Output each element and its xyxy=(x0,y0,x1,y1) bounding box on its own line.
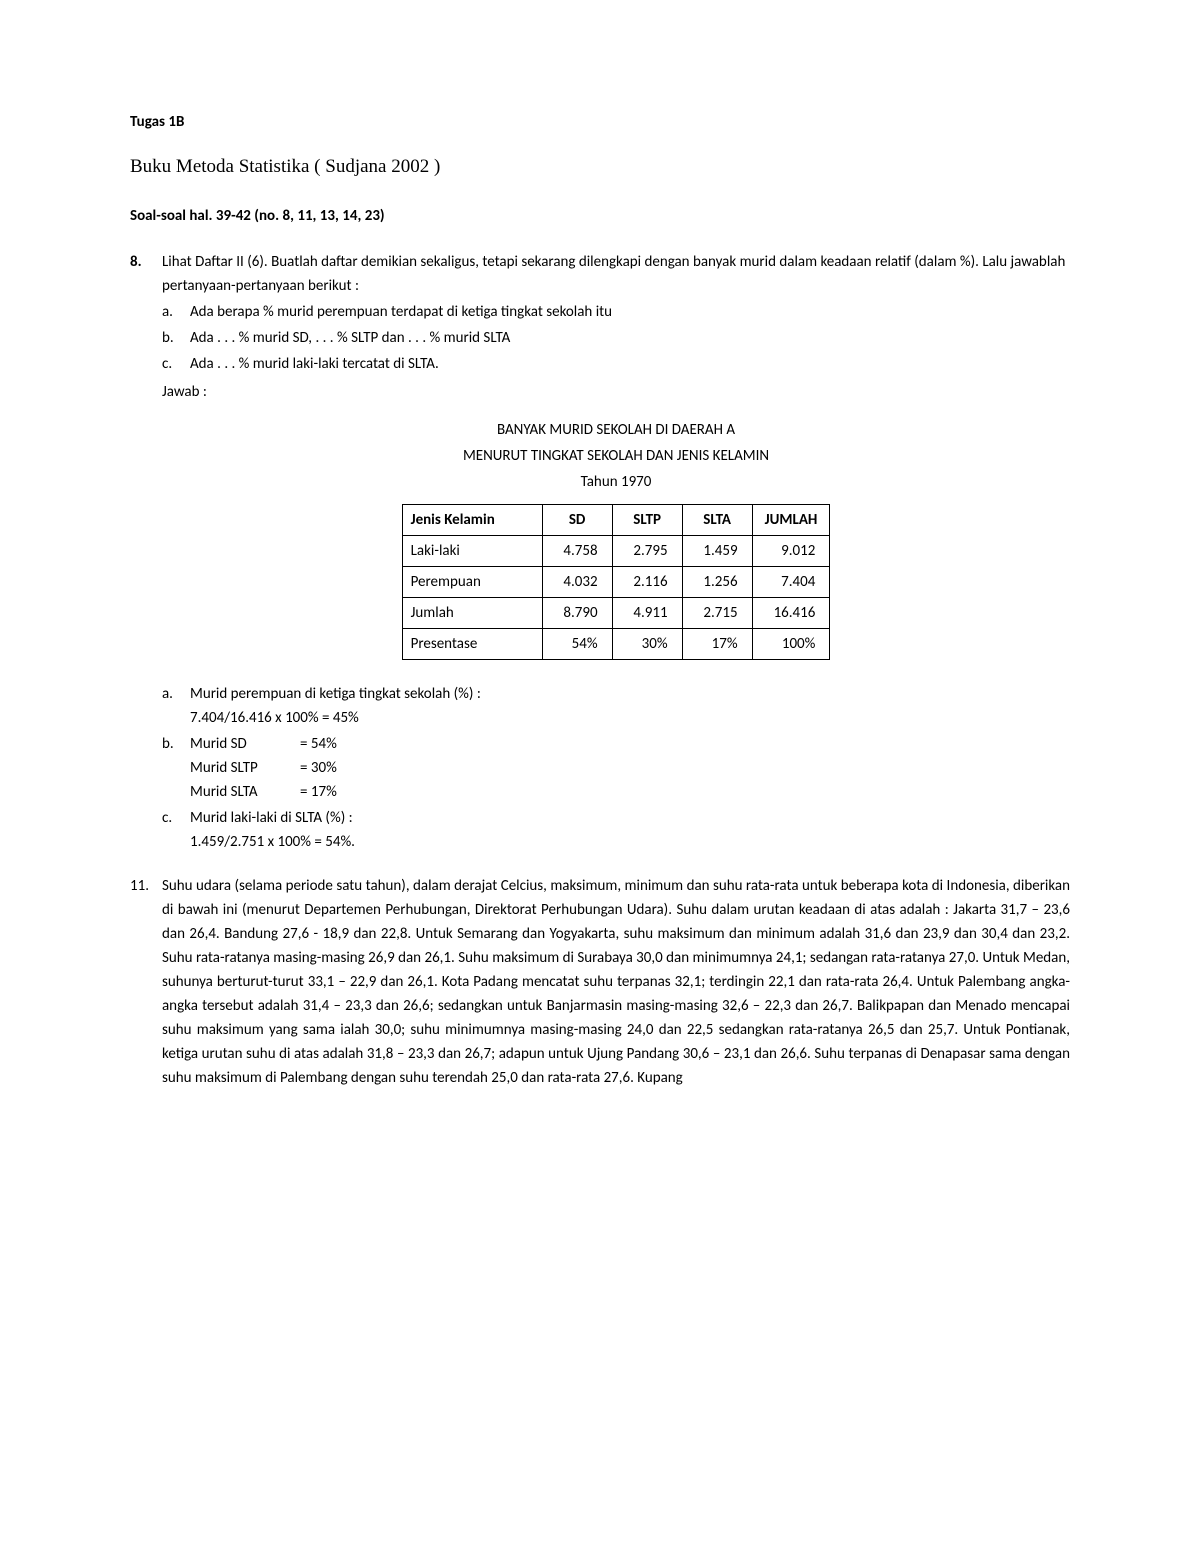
answer-line: 7.404/16.416 x 100% = 45% xyxy=(190,706,1070,730)
book-title: Buku Metoda Statistika ( Sudjana 2002 ) xyxy=(130,152,1070,182)
cell: 4.032 xyxy=(542,567,612,598)
table-title-line2: MENURUT TINGKAT SEKOLAH DAN JENIS KELAMI… xyxy=(162,444,1070,468)
question-body: Suhu udara (selama periode satu tahun), … xyxy=(162,874,1070,1090)
answer-letter: b. xyxy=(162,732,190,804)
cell: 54% xyxy=(542,629,612,660)
sub-item-b: b. Ada . . . % murid SD, . . . % SLTP da… xyxy=(162,326,1070,350)
sub-letter: c. xyxy=(162,352,190,376)
sub-letter: a. xyxy=(162,300,190,324)
question-11: 11. Suhu udara (selama periode satu tahu… xyxy=(130,874,1070,1090)
cell: Perempuan xyxy=(402,567,542,598)
cell: 30% xyxy=(612,629,682,660)
table-row: Perempuan 4.032 2.116 1.256 7.404 xyxy=(402,567,830,598)
answer-body: Murid laki-laki di SLTA (%) : 1.459/2.75… xyxy=(190,806,1070,854)
answer-val: = 30% xyxy=(300,756,337,780)
answer-body: Murid SD = 54% Murid SLTP = 30% Murid SL… xyxy=(190,732,1070,804)
answer-b: b. Murid SD = 54% Murid SLTP = 30% Murid… xyxy=(162,732,1070,804)
cell: 1.459 xyxy=(682,536,752,567)
answer-pair: Murid SLTA = 17% xyxy=(190,780,1070,804)
question-8: 8. Lihat Daftar II (6). Buatlah daftar d… xyxy=(130,250,1070,854)
table-title: BANYAK MURID SEKOLAH DI DAERAH A MENURUT… xyxy=(162,418,1070,494)
answer-line: Murid laki-laki di SLTA (%) : xyxy=(190,806,1070,830)
table-title-line3: Tahun 1970 xyxy=(162,470,1070,494)
cell: 8.790 xyxy=(542,598,612,629)
table-row: Jumlah 8.790 4.911 2.715 16.416 xyxy=(402,598,830,629)
answer-val: = 54% xyxy=(300,732,337,756)
table-row: Laki-laki 4.758 2.795 1.459 9.012 xyxy=(402,536,830,567)
page-heading: Tugas 1B xyxy=(130,110,1070,134)
answer-key: Murid SD xyxy=(190,732,300,756)
col-header: SLTA xyxy=(682,505,752,536)
question-number: 8. xyxy=(130,250,162,854)
cell: 17% xyxy=(682,629,752,660)
answer-letter: c. xyxy=(162,806,190,854)
table-title-line1: BANYAK MURID SEKOLAH DI DAERAH A xyxy=(162,418,1070,442)
answer-a: a. Murid perempuan di ketiga tingkat sek… xyxy=(162,682,1070,730)
answer-line: 1.459/2.751 x 100% = 54%. xyxy=(190,830,1070,854)
cell: 4.911 xyxy=(612,598,682,629)
answer-c: c. Murid laki-laki di SLTA (%) : 1.459/2… xyxy=(162,806,1070,854)
answer-pair: Murid SD = 54% xyxy=(190,732,1070,756)
answer-key: Murid SLTA xyxy=(190,780,300,804)
col-header: Jenis Kelamin xyxy=(402,505,542,536)
sub-item-c: c. Ada . . . % murid laki-laki tercatat … xyxy=(162,352,1070,376)
cell: 1.256 xyxy=(682,567,752,598)
sub-text: Ada . . . % murid laki-laki tercatat di … xyxy=(190,352,1070,376)
cell: Laki-laki xyxy=(402,536,542,567)
col-header: JUMLAH xyxy=(752,505,830,536)
answer-pair: Murid SLTP = 30% xyxy=(190,756,1070,780)
question-intro: Lihat Daftar II (6). Buatlah daftar demi… xyxy=(162,250,1070,298)
answer-key: Murid SLTP xyxy=(190,756,300,780)
cell: Jumlah xyxy=(402,598,542,629)
data-table: Jenis Kelamin SD SLTP SLTA JUMLAH Laki-l… xyxy=(402,504,831,660)
col-header: SLTP xyxy=(612,505,682,536)
sub-text: Ada . . . % murid SD, . . . % SLTP dan .… xyxy=(190,326,1070,350)
question-body: Lihat Daftar II (6). Buatlah daftar demi… xyxy=(162,250,1070,854)
table-row: Presentase 54% 30% 17% 100% xyxy=(402,629,830,660)
cell: 2.795 xyxy=(612,536,682,567)
answer-line: Murid perempuan di ketiga tingkat sekola… xyxy=(190,682,1070,706)
problem-set-line: Soal-soal hal. 39-42 (no. 8, 11, 13, 14,… xyxy=(130,204,1070,228)
answer-body: Murid perempuan di ketiga tingkat sekola… xyxy=(190,682,1070,730)
cell: 16.416 xyxy=(752,598,830,629)
answer-val: = 17% xyxy=(300,780,337,804)
cell: 100% xyxy=(752,629,830,660)
cell: 7.404 xyxy=(752,567,830,598)
col-header: SD xyxy=(542,505,612,536)
sub-letter: b. xyxy=(162,326,190,350)
cell: 4.758 xyxy=(542,536,612,567)
cell: Presentase xyxy=(402,629,542,660)
document-page: Tugas 1B Buku Metoda Statistika ( Sudjan… xyxy=(0,0,1200,1553)
answer-letter: a. xyxy=(162,682,190,730)
sub-item-a: a. Ada berapa % murid perempuan terdapat… xyxy=(162,300,1070,324)
cell: 2.715 xyxy=(682,598,752,629)
table-header-row: Jenis Kelamin SD SLTP SLTA JUMLAH xyxy=(402,505,830,536)
sub-text: Ada berapa % murid perempuan terdapat di… xyxy=(190,300,1070,324)
question-number: 11. xyxy=(130,874,162,1090)
cell: 9.012 xyxy=(752,536,830,567)
table-body: Laki-laki 4.758 2.795 1.459 9.012 Peremp… xyxy=(402,536,830,660)
cell: 2.116 xyxy=(612,567,682,598)
jawab-label: Jawab : xyxy=(162,380,1070,404)
